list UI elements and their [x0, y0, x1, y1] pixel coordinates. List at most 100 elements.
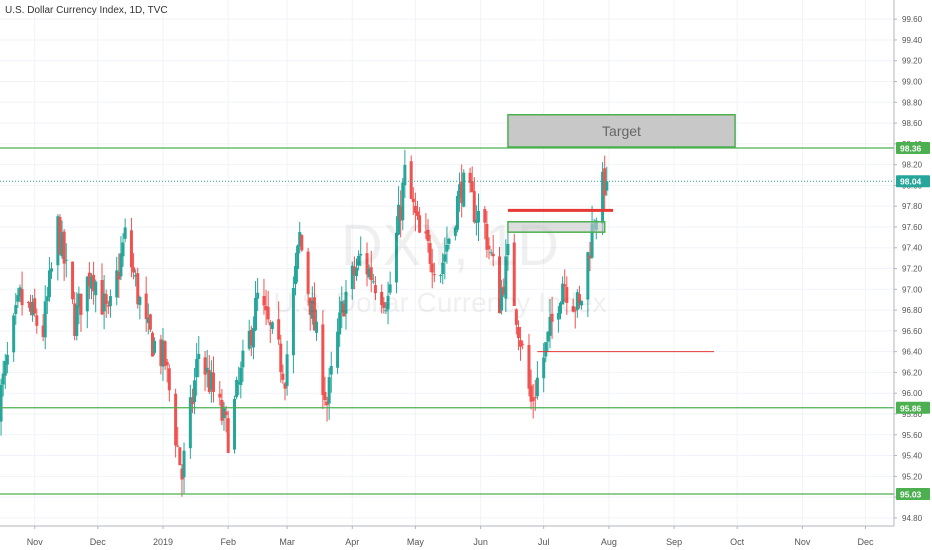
candle-down — [563, 284, 567, 287]
candle-down — [211, 372, 215, 392]
price-badge-label: 95.86 — [900, 403, 922, 413]
candle-down — [26, 301, 30, 303]
price-tick-label: 99.40 — [902, 36, 923, 45]
time-axis[interactable] — [0, 526, 894, 550]
candle-up — [506, 243, 510, 256]
candle-up — [544, 342, 548, 357]
demand-box[interactable] — [507, 221, 606, 233]
price-tick-label: 98.60 — [902, 119, 923, 128]
candle-up — [386, 295, 390, 310]
candle-down — [519, 340, 523, 347]
candle-down — [268, 322, 272, 326]
candle-up — [447, 238, 451, 244]
candle-down — [399, 206, 403, 221]
target-box[interactable] — [507, 114, 736, 148]
candle-down — [312, 297, 316, 331]
candle-down — [190, 397, 194, 404]
candle-up — [161, 340, 165, 367]
candle-up — [43, 301, 47, 338]
candle-down — [498, 256, 502, 314]
candle-up — [542, 357, 546, 379]
candle-up — [327, 377, 331, 404]
time-tick-label: May — [407, 537, 425, 547]
candle-up — [504, 256, 508, 299]
candle-down — [178, 447, 182, 466]
candle-down — [472, 191, 476, 223]
candle-up — [397, 204, 401, 235]
candle-up — [344, 291, 348, 314]
candle-up — [500, 287, 504, 311]
price-badge-resistance — [896, 142, 930, 154]
candle-up — [115, 270, 119, 298]
last-price-label: 98.04 — [900, 177, 922, 187]
candle-up — [355, 267, 358, 277]
chart-title: U.S. Dollar Currency Index, 1D, TVC — [5, 5, 168, 16]
candle-down — [428, 243, 432, 264]
candle-up — [561, 283, 565, 305]
candle-up — [182, 450, 186, 478]
candle-up — [575, 292, 579, 310]
candle-down — [218, 393, 222, 398]
candle-up — [31, 301, 35, 316]
watermark-name: U.S. Dollar Currency Index — [273, 287, 606, 318]
price-tick-label: 96.40 — [902, 348, 923, 357]
candle-down — [487, 245, 491, 250]
candle-up — [251, 328, 255, 348]
candle-down — [144, 293, 148, 320]
time-tick-label: Sep — [666, 537, 682, 547]
candle-down — [565, 287, 569, 303]
candle-up — [439, 275, 443, 277]
candle-up — [77, 293, 81, 308]
candle-down — [588, 255, 592, 259]
candle-up — [388, 284, 392, 293]
candle-up — [371, 281, 375, 283]
candle-down — [266, 306, 270, 320]
candle-down — [29, 302, 32, 312]
candle-up — [367, 268, 371, 278]
candle-down — [306, 251, 310, 294]
candle-up — [108, 296, 112, 307]
time-tick-label: Feb — [220, 537, 236, 547]
candle-up — [89, 277, 93, 289]
candle-down — [380, 291, 384, 305]
price-axis[interactable] — [894, 0, 932, 550]
candle-down — [180, 468, 184, 480]
candle-up — [285, 354, 289, 387]
time-tick-label: Dec — [90, 537, 107, 547]
candle-up — [394, 232, 398, 283]
candle-down — [527, 344, 531, 389]
candle-up — [16, 295, 20, 302]
candle-down — [283, 383, 287, 389]
candle-up — [121, 242, 125, 257]
candle-up — [474, 219, 478, 223]
candle-down — [79, 293, 83, 315]
candle-up — [256, 292, 260, 299]
price-tick-label: 97.60 — [902, 223, 923, 232]
candle-down — [148, 314, 152, 330]
candle-up — [75, 305, 79, 336]
candle-up — [489, 252, 493, 254]
candle-down — [203, 357, 207, 375]
candle-down — [300, 235, 304, 251]
candle-down — [62, 231, 66, 264]
time-tick-label: Nov — [27, 537, 44, 547]
candle-down — [104, 294, 108, 305]
candle-up — [209, 372, 213, 390]
candle-down — [470, 181, 474, 193]
candle-down — [411, 198, 415, 203]
candle-down — [20, 289, 24, 306]
candle-up — [134, 274, 138, 277]
candle-down — [432, 274, 436, 276]
candle-down — [529, 385, 533, 402]
candle-down — [573, 310, 577, 312]
price-tick-label: 98.20 — [902, 161, 923, 170]
candle-up — [336, 331, 340, 368]
candle-down — [382, 302, 386, 308]
candle-up — [462, 172, 466, 207]
candle-up — [254, 297, 258, 331]
candle-down — [281, 373, 285, 380]
time-tick-label: Dec — [857, 537, 874, 547]
